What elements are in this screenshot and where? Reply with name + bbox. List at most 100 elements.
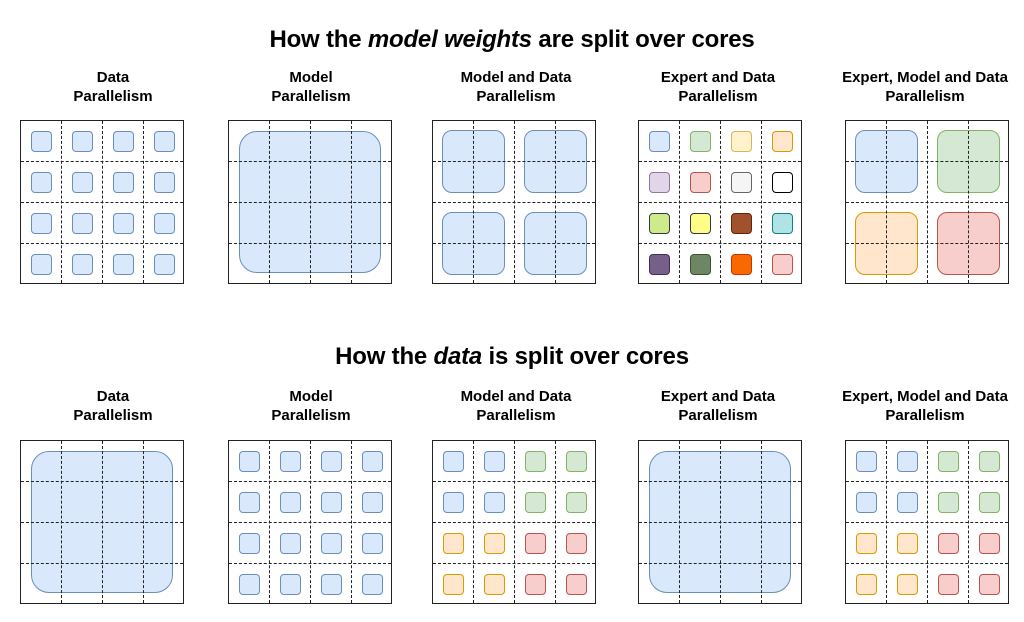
- core-divider-horizontal: [639, 202, 801, 203]
- weight-shard: [730, 171, 752, 193]
- core-divider-vertical: [968, 121, 969, 283]
- panel-label-line1: Expert, Model and Data: [842, 388, 1008, 405]
- weight-shard: [320, 573, 342, 595]
- weight-shard: [978, 450, 1000, 472]
- core-grid: [432, 440, 596, 604]
- weight-shard: [855, 450, 877, 472]
- panel-label-line1: Data: [96, 388, 130, 405]
- weight-shard: [238, 450, 260, 472]
- weight-shard: [978, 491, 1000, 513]
- panel-label-line1: Model and Data: [460, 388, 572, 405]
- panel-label-line2: Parallelism: [885, 88, 965, 105]
- weight-shard: [771, 171, 793, 193]
- weight-shard: [279, 450, 301, 472]
- weight-shard: [648, 171, 670, 193]
- core-divider-vertical: [351, 441, 352, 603]
- panel-label: Data Parallelism: [18, 68, 208, 106]
- weight-shard: [30, 212, 52, 234]
- core-divider-vertical: [143, 441, 144, 603]
- weight-shard: [565, 450, 587, 472]
- data-section-title: How the data is split over cores: [335, 343, 689, 370]
- panel-label: Expert and Data Parallelism: [623, 387, 813, 425]
- core-divider-horizontal: [433, 202, 595, 203]
- weight-shard: [524, 532, 546, 554]
- weight-shard: [937, 491, 959, 513]
- panel-label-line1: Expert and Data: [660, 69, 776, 86]
- weight-shard: [238, 532, 260, 554]
- weight-shard: [279, 532, 301, 554]
- panel-label-line2: Parallelism: [885, 407, 965, 424]
- core-divider-horizontal: [433, 563, 595, 564]
- core-grid: [845, 120, 1009, 284]
- core-divider-horizontal: [639, 522, 801, 523]
- panel-label: Model and Data Parallelism: [421, 68, 611, 106]
- weight-shard: [30, 253, 52, 275]
- weight-shard: [896, 532, 918, 554]
- weight-shard: [855, 532, 877, 554]
- core-divider-horizontal: [433, 522, 595, 523]
- weight-shard: [648, 253, 670, 275]
- weight-shard: [279, 491, 301, 513]
- core-grid: [432, 120, 596, 284]
- weight-shard: [442, 532, 464, 554]
- weight-shard: [153, 171, 175, 193]
- core-grid: [228, 120, 392, 284]
- weight-shard: [71, 171, 93, 193]
- core-divider-vertical: [351, 121, 352, 283]
- weight-shard: [361, 573, 383, 595]
- core-divider-horizontal: [229, 243, 391, 244]
- weight-shard: [896, 491, 918, 513]
- core-divider-horizontal: [433, 243, 595, 244]
- data-title-emphasis: data: [433, 343, 483, 370]
- core-divider-vertical: [143, 121, 144, 283]
- panel-label: Model Parallelism: [216, 387, 406, 425]
- weight-shard: [937, 573, 959, 595]
- panel-label-line2: Parallelism: [476, 407, 556, 424]
- core-divider-horizontal: [21, 563, 183, 564]
- core-divider-vertical: [555, 441, 556, 603]
- core-grid: [20, 440, 184, 604]
- core-divider-horizontal: [229, 563, 391, 564]
- core-grid: [638, 440, 802, 604]
- weight-shard: [320, 450, 342, 472]
- core-divider-horizontal: [229, 202, 391, 203]
- core-grid: [20, 120, 184, 284]
- panel-label-line2: Parallelism: [678, 88, 758, 105]
- weight-shard: [771, 130, 793, 152]
- core-divider-horizontal: [229, 522, 391, 523]
- weight-shard: [361, 450, 383, 472]
- weight-shard: [565, 491, 587, 513]
- panel-label-line2: Parallelism: [271, 88, 351, 105]
- panel-label: Model and Data Parallelism: [421, 387, 611, 425]
- panel-label-line1: Model: [289, 69, 333, 86]
- weight-shard: [524, 450, 546, 472]
- weight-shard: [648, 212, 670, 234]
- weight-shard: [112, 253, 134, 275]
- weight-shard: [238, 573, 260, 595]
- weight-shard: [320, 491, 342, 513]
- weight-shard: [361, 532, 383, 554]
- weight-shard: [855, 491, 877, 513]
- panel-label: Expert, Model and Data Parallelism: [830, 387, 1020, 425]
- panel-label-line2: Parallelism: [678, 407, 758, 424]
- weight-shard: [689, 171, 711, 193]
- panel-label-line1: Expert, Model and Data: [842, 69, 1008, 86]
- core-divider-horizontal: [846, 522, 1008, 523]
- weight-shard: [483, 450, 505, 472]
- weight-shard: [978, 532, 1000, 554]
- weight-shard: [689, 130, 711, 152]
- core-divider-horizontal: [21, 522, 183, 523]
- weight-shard: [71, 212, 93, 234]
- weight-shard: [771, 253, 793, 275]
- core-divider-vertical: [555, 121, 556, 283]
- core-divider-vertical: [761, 121, 762, 283]
- core-grid: [228, 440, 392, 604]
- weight-shard: [524, 491, 546, 513]
- weight-shard: [855, 573, 877, 595]
- panel-label-line2: Parallelism: [73, 407, 153, 424]
- weight-shard: [153, 212, 175, 234]
- weight-shard: [112, 171, 134, 193]
- panel-label-line1: Data: [96, 69, 130, 86]
- core-divider-horizontal: [639, 243, 801, 244]
- weight-shard: [442, 573, 464, 595]
